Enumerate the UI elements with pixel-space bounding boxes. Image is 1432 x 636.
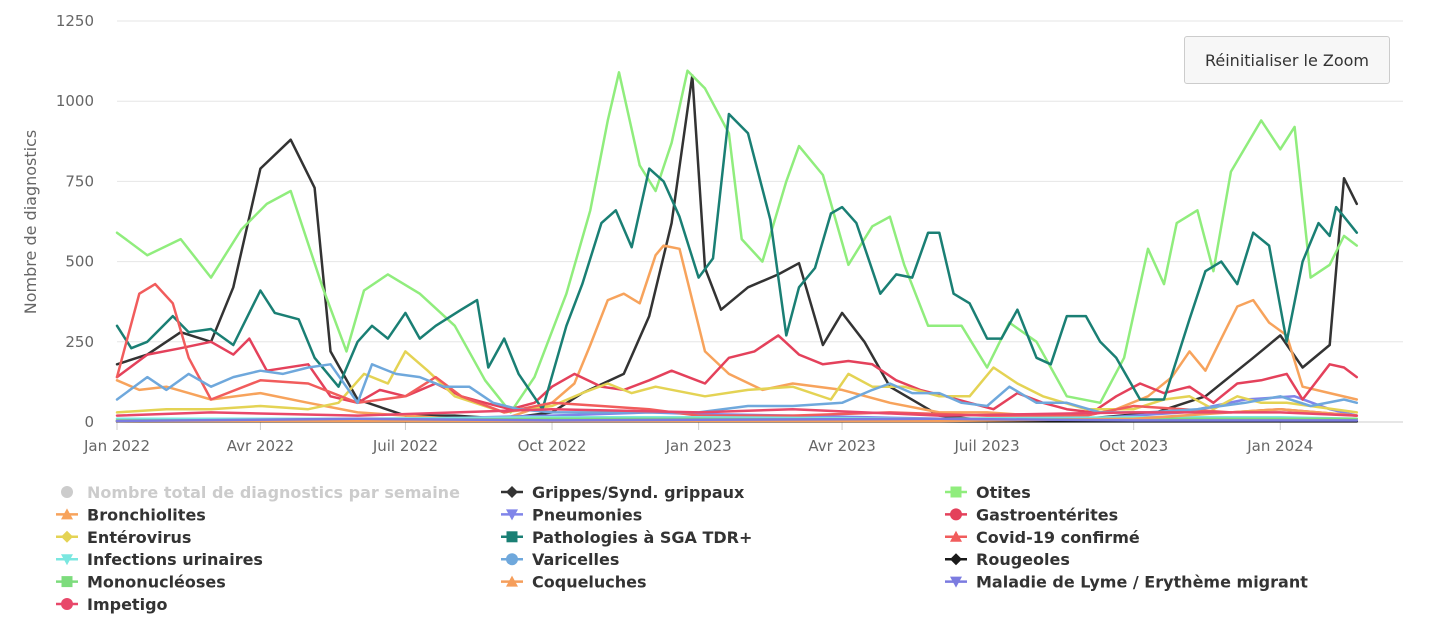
legend-marker: [506, 553, 518, 566]
series-line: [115, 334, 1359, 414]
x-tick-label: Jan 2023: [665, 437, 732, 455]
legend-marker: [61, 576, 73, 588]
legend-item[interactable]: Grippes/Synd. grippaux: [501, 483, 745, 502]
legend-marker: [506, 486, 518, 498]
series-lines: [115, 69, 1359, 423]
legend-item[interactable]: Otites: [945, 483, 1031, 502]
x-tick-label: Jan 2024: [1246, 437, 1313, 455]
legend-item[interactable]: Covid-19 confirmé: [945, 528, 1140, 547]
legend-label: Gastroentérites: [976, 505, 1118, 524]
legend-label: Bronchiolites: [87, 505, 206, 524]
x-tick-label: Oct 2022: [518, 437, 587, 455]
series-line: [115, 112, 1359, 411]
legend-item[interactable]: Gastroentérites: [945, 505, 1118, 524]
legend-marker: [61, 554, 73, 566]
legend-marker: [506, 575, 518, 587]
legend-label: Impetigo: [87, 595, 168, 614]
x-tick-label: Oct 2023: [1099, 437, 1168, 455]
series-line: [115, 69, 1359, 414]
series-line: [115, 407, 1359, 423]
legend-label: Coqueluches: [532, 573, 647, 592]
legend-item[interactable]: Varicelles: [501, 550, 619, 569]
legend-marker: [61, 508, 73, 520]
legend-label: Maladie de Lyme / Erythème migrant: [976, 573, 1308, 592]
legend-marker: [61, 530, 73, 543]
legend-label: Nombre total de diagnostics par semaine: [87, 483, 460, 502]
y-axis-label: Nombre de diagnostics: [21, 130, 40, 314]
legend-label: Covid-19 confirmé: [976, 528, 1140, 547]
legend-label: Pathologies à SGA TDR+: [532, 528, 752, 547]
legend-marker: [950, 576, 962, 588]
legend-label: Infections urinaires: [87, 550, 263, 569]
legend-item[interactable]: Rougeoles: [945, 550, 1070, 569]
legend-marker: [950, 486, 962, 498]
legend-label: Varicelles: [532, 550, 619, 569]
y-tick-label: 750: [65, 172, 94, 190]
legend-label: Entérovirus: [87, 528, 191, 547]
x-tick-label: Jan 2022: [83, 437, 150, 455]
y-tick-label: 250: [65, 333, 94, 351]
legend-label: Grippes/Synd. grippaux: [532, 483, 745, 502]
legend-item[interactable]: Nombre total de diagnostics par semaine: [61, 483, 460, 502]
y-tick-label: 1000: [56, 92, 94, 110]
legend-item[interactable]: Pneumonies: [501, 505, 642, 524]
y-tick-label: 500: [65, 253, 94, 271]
legend-label: Pneumonies: [532, 505, 642, 524]
x-tick-label: Juil 2023: [953, 437, 1019, 455]
legend-item[interactable]: Impetigo: [56, 595, 168, 614]
legend-marker: [950, 508, 962, 521]
y-tick-label: 1250: [56, 12, 94, 30]
legend-item[interactable]: Infections urinaires: [56, 550, 263, 569]
y-tick-label: 0: [84, 413, 94, 431]
x-tick-label: Avr 2023: [808, 437, 875, 455]
legend-marker: [61, 598, 73, 610]
legend-item[interactable]: Pathologies à SGA TDR+: [501, 528, 752, 547]
series-line: [115, 363, 1359, 414]
reset-zoom-button[interactable]: Réinitialiser le Zoom: [1184, 36, 1390, 84]
legend-label: Mononucléoses: [87, 573, 226, 592]
legend[interactable]: Nombre total de diagnostics par semaine G…: [56, 483, 1308, 614]
legend-item[interactable]: Entérovirus: [56, 528, 191, 547]
x-tick-label: Avr 2022: [227, 437, 294, 455]
legend-marker: [950, 530, 962, 542]
x-axis-ticks: Jan 2022 Avr 2022 Juil 2022 Oct 2022 Jan 202…: [83, 422, 1313, 455]
legend-item[interactable]: Coqueluches: [501, 573, 647, 592]
legend-marker: [61, 486, 73, 498]
series-line: [115, 282, 1359, 417]
series-line: [115, 244, 1359, 421]
legend-marker: [506, 531, 518, 543]
legend-item[interactable]: Bronchiolites: [56, 505, 206, 524]
x-tick-label: Juil 2022: [372, 437, 438, 455]
legend-item[interactable]: Maladie de Lyme / Erythème migrant: [945, 573, 1308, 592]
legend-label: Rougeoles: [976, 550, 1070, 569]
y-axis-ticks: 0 250 500 750 1000 1250: [56, 12, 94, 431]
legend-marker: [950, 553, 962, 566]
series-line: [115, 417, 1359, 423]
legend-item[interactable]: Mononucléoses: [56, 573, 226, 592]
legend-label: Otites: [976, 483, 1031, 502]
legend-marker: [506, 509, 518, 521]
series-line: [115, 407, 1359, 417]
